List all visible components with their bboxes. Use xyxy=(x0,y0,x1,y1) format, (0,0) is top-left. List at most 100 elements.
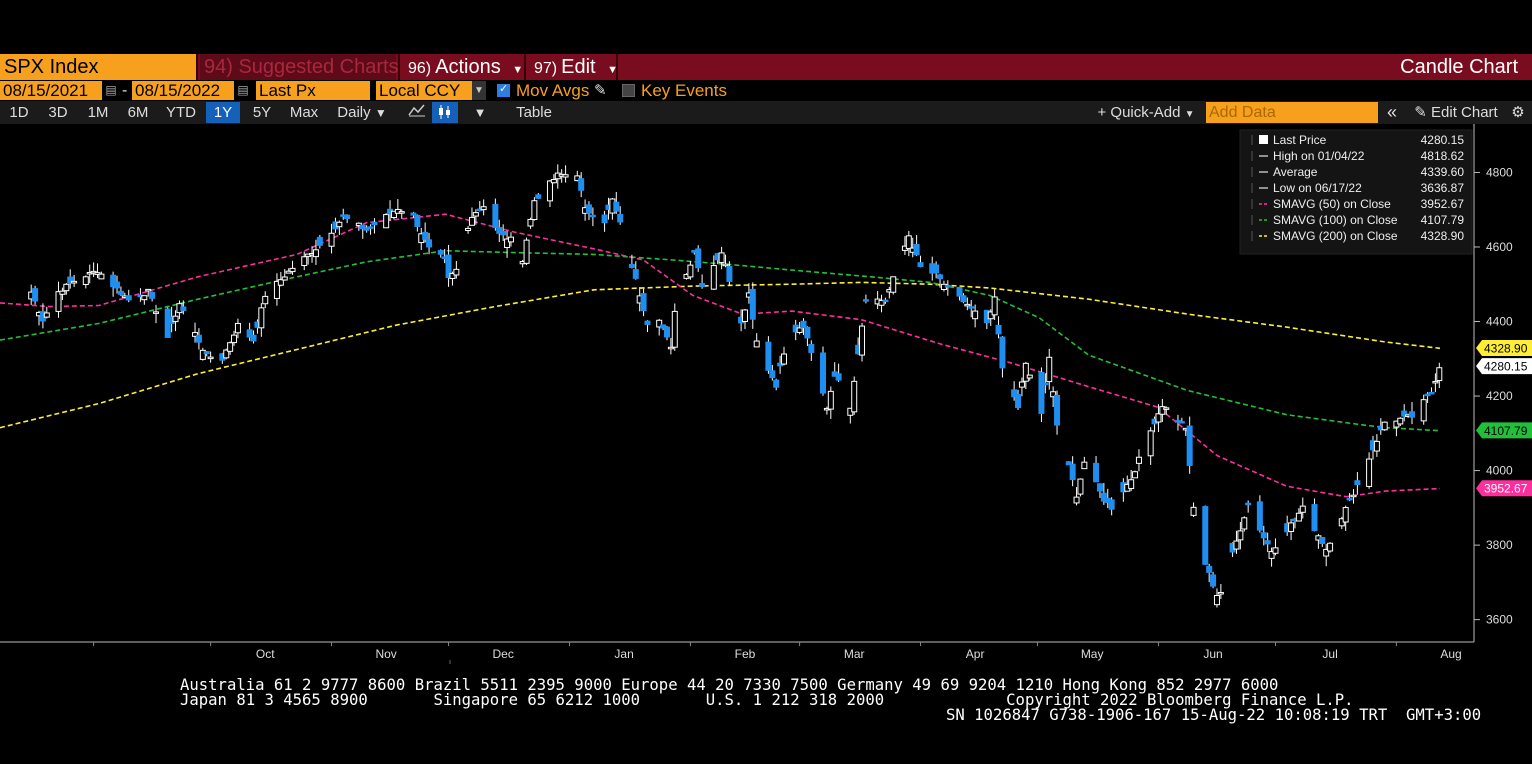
calendar-icon[interactable]: ▤ xyxy=(237,83,249,97)
candle-body xyxy=(527,218,534,227)
legend-label: SMAVG (100) on Close xyxy=(1273,213,1398,227)
start-date-field[interactable]: 08/15/2021 xyxy=(0,81,102,100)
key-events-checkbox[interactable] xyxy=(622,84,635,97)
candle-body xyxy=(359,224,366,230)
candle-body xyxy=(504,238,511,249)
mov-avgs-checkbox[interactable]: ✓ xyxy=(497,83,510,97)
candle-body xyxy=(1268,551,1275,559)
axis-value-tag xyxy=(1476,358,1532,375)
candle-body xyxy=(765,341,772,371)
quick-add-button[interactable]: + Quick-Add ▼ xyxy=(1090,102,1202,123)
candle-body xyxy=(32,288,39,302)
candle-body xyxy=(644,320,651,325)
candle-body xyxy=(1420,399,1427,422)
candle-body xyxy=(535,194,542,199)
suggested-charts-button[interactable]: 94) Suggested Charts xyxy=(200,54,399,80)
candle-body xyxy=(890,276,897,293)
period-1y[interactable]: 1Y xyxy=(206,102,240,123)
candle-body xyxy=(913,244,920,256)
candle-body xyxy=(1054,394,1061,426)
y-tick-label: 4800 xyxy=(1486,165,1513,179)
edit-chart-button[interactable]: ✎ Edit Chart xyxy=(1406,102,1506,123)
candle-body xyxy=(1147,430,1154,457)
x-tick-label: Dec xyxy=(492,647,513,661)
candle-body xyxy=(1397,417,1404,425)
candle-body xyxy=(371,221,378,226)
mov-avgs-label[interactable]: Mov Avgs xyxy=(516,81,590,100)
candle-body xyxy=(640,293,647,312)
edit-menu[interactable]: 97) Edit ▼ xyxy=(534,54,618,80)
candle-chart-icon[interactable] xyxy=(432,102,458,123)
candle-body xyxy=(796,327,803,333)
axis-value-tag-label: 3952.67 xyxy=(1484,482,1528,496)
x-tick-label: Jun xyxy=(1203,647,1222,661)
period-max[interactable]: Max xyxy=(289,104,319,121)
candle-body xyxy=(192,332,199,337)
period-6m[interactable]: 6M xyxy=(127,104,149,121)
axis-value-tag xyxy=(1476,480,1532,497)
period-5y[interactable]: 5Y xyxy=(252,104,272,121)
candle-body xyxy=(1319,536,1326,545)
axis-value-tag xyxy=(1476,422,1532,439)
candle-body xyxy=(1295,512,1302,522)
pencil-icon[interactable]: ✎ xyxy=(594,82,607,99)
calendar-icon[interactable]: ▤ xyxy=(105,83,117,97)
x-tick-label: Apr xyxy=(966,647,985,661)
candle-body xyxy=(726,266,733,282)
sma100-line xyxy=(0,249,1441,432)
legend-label: SMAVG (50) on Close xyxy=(1273,197,1391,211)
candle-body xyxy=(98,273,105,280)
chevron-down-icon: ▼ xyxy=(512,64,524,76)
ticker-field[interactable]: SPX Index xyxy=(0,54,196,80)
gear-icon[interactable]: ⚙ xyxy=(1511,104,1525,121)
candle-body xyxy=(589,214,596,218)
table-button[interactable]: Table xyxy=(516,104,552,121)
frequency-dropdown[interactable]: Daily ▼ xyxy=(330,102,394,123)
end-date-field[interactable]: 08/15/2022 xyxy=(132,81,234,100)
candle-body xyxy=(250,334,257,342)
candle-body xyxy=(710,265,717,290)
candle-body xyxy=(1256,501,1263,531)
candle-body xyxy=(827,390,834,410)
candle-body xyxy=(663,326,670,338)
currency-selector[interactable]: Local CCY xyxy=(376,81,472,100)
period-1d[interactable]: 1D xyxy=(9,104,29,121)
field-selector[interactable]: Last Px xyxy=(256,81,370,100)
line-chart-icon[interactable] xyxy=(404,102,430,123)
candle-body xyxy=(1015,394,1022,409)
candle-body xyxy=(531,200,538,221)
chevron-down-icon[interactable]: ▼ xyxy=(473,105,487,120)
candle-body xyxy=(671,310,678,348)
candle-body xyxy=(1424,393,1431,397)
candle-body xyxy=(1096,483,1103,492)
candle-body xyxy=(1408,411,1415,418)
candle-body xyxy=(500,230,507,236)
collapse-icon[interactable]: « xyxy=(1386,102,1397,122)
actions-menu[interactable]: 96) Actions ▼ xyxy=(408,54,523,80)
candle-body xyxy=(468,216,475,226)
period-ytd[interactable]: YTD xyxy=(166,104,196,121)
key-events-label[interactable]: Key Events xyxy=(641,81,727,100)
candle-body xyxy=(1327,542,1334,552)
candle-body xyxy=(344,214,351,220)
period-3d[interactable]: 3D xyxy=(48,104,68,121)
candle-body xyxy=(999,336,1006,369)
candle-body xyxy=(125,295,132,301)
candle-body xyxy=(960,295,967,303)
chevron-down-icon[interactable]: ▼ xyxy=(472,81,486,100)
candle-body xyxy=(449,272,456,280)
candle-body xyxy=(445,254,452,279)
candle-chart[interactable]: 3600 3800 4000 4200 4400 4600 4800 Oct Nov Dec Jan… xyxy=(0,124,1532,664)
candle-body xyxy=(281,276,288,281)
legend-value: 3952.67 xyxy=(1421,197,1465,211)
candle-body xyxy=(905,235,912,250)
candle-body xyxy=(472,212,479,217)
add-data-input[interactable]: Add Data xyxy=(1206,102,1378,123)
legend-label: Low on 06/17/22 xyxy=(1273,181,1362,195)
period-1m[interactable]: 1M xyxy=(87,104,109,121)
candle-body xyxy=(480,206,487,211)
axis-value-tag-label: 4280.15 xyxy=(1484,360,1528,374)
quick-add-label: Quick-Add xyxy=(1110,104,1181,121)
candle-body xyxy=(749,288,756,320)
candle-body xyxy=(995,324,1002,335)
